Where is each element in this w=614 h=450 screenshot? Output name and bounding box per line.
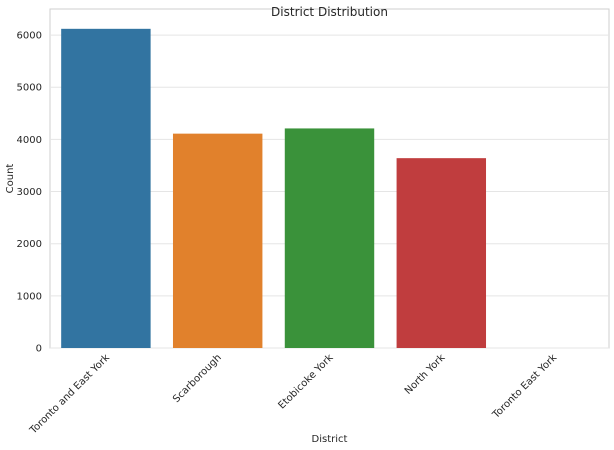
bar-toronto-and-east-york [61,28,151,349]
y-tick-label: 0 [36,344,42,355]
bar-north-york [396,158,487,348]
x-axis-ticks: Toronto and East York Scarborough Etobicok… [27,352,559,437]
chart-title: District Distribution [271,5,388,19]
x-tick-label: Toronto and East York [27,352,112,437]
x-tick-label: Scarborough [171,352,224,405]
y-tick-label: 4000 [17,135,42,146]
y-axis-label: Count [5,164,16,194]
x-tick-label: Etobicoke York [276,352,335,411]
x-tick-label: Toronto East York [490,352,559,421]
x-axis-label: District [312,434,348,445]
y-axis-ticks: 0 1000 2000 3000 4000 5000 6000 [17,31,42,355]
y-tick-label: 6000 [17,31,42,42]
bar-etobicoke-york [284,128,375,348]
bar-scarborough [172,133,263,348]
x-tick-label: North York [403,352,448,397]
y-tick-label: 2000 [17,239,42,250]
y-tick-label: 5000 [17,83,42,94]
y-tick-label: 1000 [17,291,42,302]
bars [61,28,487,349]
y-tick-label: 3000 [17,187,42,198]
